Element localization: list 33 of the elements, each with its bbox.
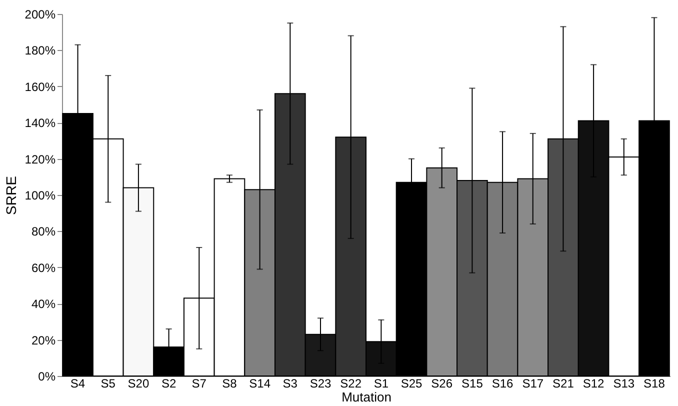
x-tick-label: S1	[374, 376, 389, 390]
y-tick-label: 60%	[31, 260, 56, 275]
x-axis-title: Mutation	[342, 390, 392, 404]
y-tick-label: 80%	[31, 224, 56, 239]
x-tick-label: S25	[400, 376, 423, 390]
x-tick-label: S17	[522, 376, 544, 390]
x-tick-label: S18	[644, 376, 666, 390]
x-tick-label: S22	[340, 376, 362, 390]
y-tick-label: 0%	[38, 370, 56, 384]
x-tick-label: S21	[552, 376, 574, 390]
y-tick-label: 20%	[31, 333, 56, 348]
y-tick-label: 180%	[24, 44, 56, 58]
y-tick-label: 200%	[24, 8, 56, 22]
x-tick-label: S13	[613, 376, 635, 390]
x-tick-label: S8	[222, 376, 238, 390]
x-tick-label: S3	[282, 376, 298, 390]
x-tick-label: S5	[100, 376, 116, 390]
x-tick-label: S2	[161, 376, 176, 390]
x-tick-label: S4	[70, 376, 86, 390]
x-tick-label: S12	[582, 376, 605, 390]
x-tick-label: S20	[128, 376, 150, 390]
x-tick-label: S15	[462, 376, 484, 390]
x-tick-label: S23	[310, 376, 332, 390]
y-tick-label: 40%	[31, 297, 56, 312]
y-tick-label: 160%	[24, 80, 56, 94]
x-tick-label: S16	[492, 376, 514, 390]
x-tick-label: S26	[431, 376, 453, 390]
y-tick-label: 100%	[24, 188, 56, 202]
y-tick-label: 120%	[24, 152, 56, 166]
x-tick-label: S7	[192, 376, 207, 390]
x-tick-label: S14	[249, 376, 271, 390]
y-tick-label: 140%	[24, 116, 56, 130]
y-axis-title: SRRE	[2, 176, 19, 215]
